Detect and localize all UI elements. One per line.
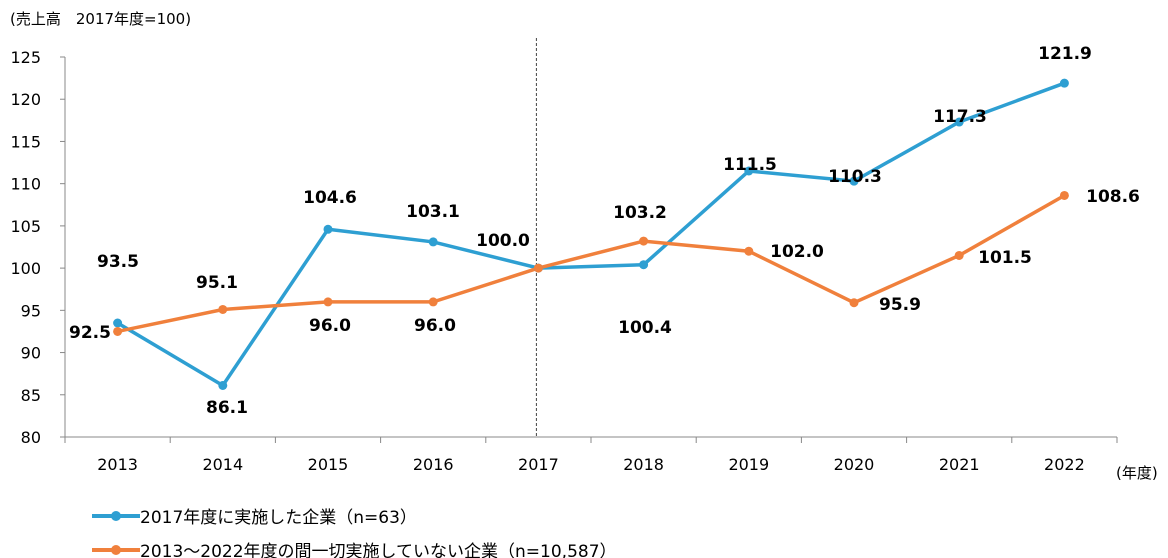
data-point-1 <box>533 263 543 273</box>
x-tick-label: 2017 <box>518 455 559 474</box>
data-label-1: 96.0 <box>414 316 456 336</box>
data-point-0 <box>218 380 228 390</box>
y-tick-label: 100 <box>10 259 41 278</box>
data-label-1: 92.5 <box>69 323 111 343</box>
legend-label-blue: 2017年度に実施した企業（n=63） <box>140 508 417 528</box>
legend-swatch-orange <box>92 544 140 555</box>
data-label-0: 121.9 <box>1038 44 1092 64</box>
data-label-0: 93.5 <box>97 252 139 272</box>
data-label-1: 95.1 <box>196 273 238 293</box>
data-point-1 <box>639 236 649 246</box>
data-label-0: 86.1 <box>206 398 248 418</box>
legend-item-orange: 2013～2022年度の間一切実施していない企業（n=10,587） <box>92 537 617 558</box>
y-tick-label: 125 <box>10 48 41 67</box>
data-point-1 <box>1059 190 1069 200</box>
data-label-1: 108.6 <box>1086 187 1140 207</box>
data-label-0: 111.5 <box>723 155 777 175</box>
x-tick-label: 2018 <box>623 455 664 474</box>
y-tick-label: 80 <box>21 428 41 447</box>
data-label-0: 100.0 <box>476 231 530 251</box>
legend-swatch-blue <box>92 510 140 521</box>
series-line-0 <box>116 81 1066 388</box>
data-point-1 <box>744 246 754 256</box>
legend-label-orange: 2013～2022年度の間一切実施していない企業（n=10,587） <box>140 542 617 558</box>
data-point-0 <box>639 260 649 270</box>
y-tick-label: 105 <box>10 217 41 236</box>
data-point-0 <box>428 237 438 247</box>
x-tick-label: 2014 <box>202 455 243 474</box>
data-point-1 <box>113 326 123 336</box>
data-label-1: 103.2 <box>613 203 667 223</box>
y-tick-label: 110 <box>10 175 41 194</box>
y-tick-label: 115 <box>10 132 41 151</box>
x-tick-label: 2013 <box>97 455 138 474</box>
x-tick-label: 2022 <box>1044 455 1085 474</box>
data-point-1 <box>428 297 438 307</box>
data-label-1: 95.9 <box>879 295 921 315</box>
data-point-0 <box>323 224 333 234</box>
y-axis-title: (売上高 2017年度=100) <box>10 10 192 28</box>
series-line-1 <box>117 193 1066 334</box>
data-point-0 <box>954 117 964 127</box>
data-label-0: 103.1 <box>406 202 460 222</box>
data-point-1 <box>954 250 964 260</box>
y-tick-label: 95 <box>21 301 41 320</box>
data-label-0: 117.3 <box>933 107 987 127</box>
y-tick-label: 90 <box>21 344 41 363</box>
data-label-1: 101.5 <box>978 248 1032 268</box>
data-point-1 <box>218 304 228 314</box>
legend-item-blue: 2017年度に実施した企業（n=63） <box>92 503 417 528</box>
x-axis-unit: (年度) <box>1116 464 1158 482</box>
y-tick-label: 120 <box>10 90 41 109</box>
data-point-0 <box>849 176 859 186</box>
data-point-1 <box>323 297 333 307</box>
data-label-0: 104.6 <box>303 188 357 208</box>
data-label-1: 102.0 <box>770 242 824 262</box>
data-point-1 <box>849 298 859 308</box>
data-point-0 <box>113 318 123 328</box>
y-tick-label: 85 <box>21 386 41 405</box>
data-label-1: 96.0 <box>309 316 351 336</box>
data-point-0 <box>744 166 754 176</box>
data-label-0: 110.3 <box>828 167 882 187</box>
x-tick-label: 2021 <box>939 455 980 474</box>
x-tick-label: 2015 <box>308 455 349 474</box>
data-point-0 <box>1059 78 1069 88</box>
data-label-0: 100.4 <box>618 318 672 338</box>
x-tick-label: 2020 <box>834 455 875 474</box>
x-tick-label: 2019 <box>728 455 769 474</box>
x-tick-label: 2016 <box>413 455 454 474</box>
